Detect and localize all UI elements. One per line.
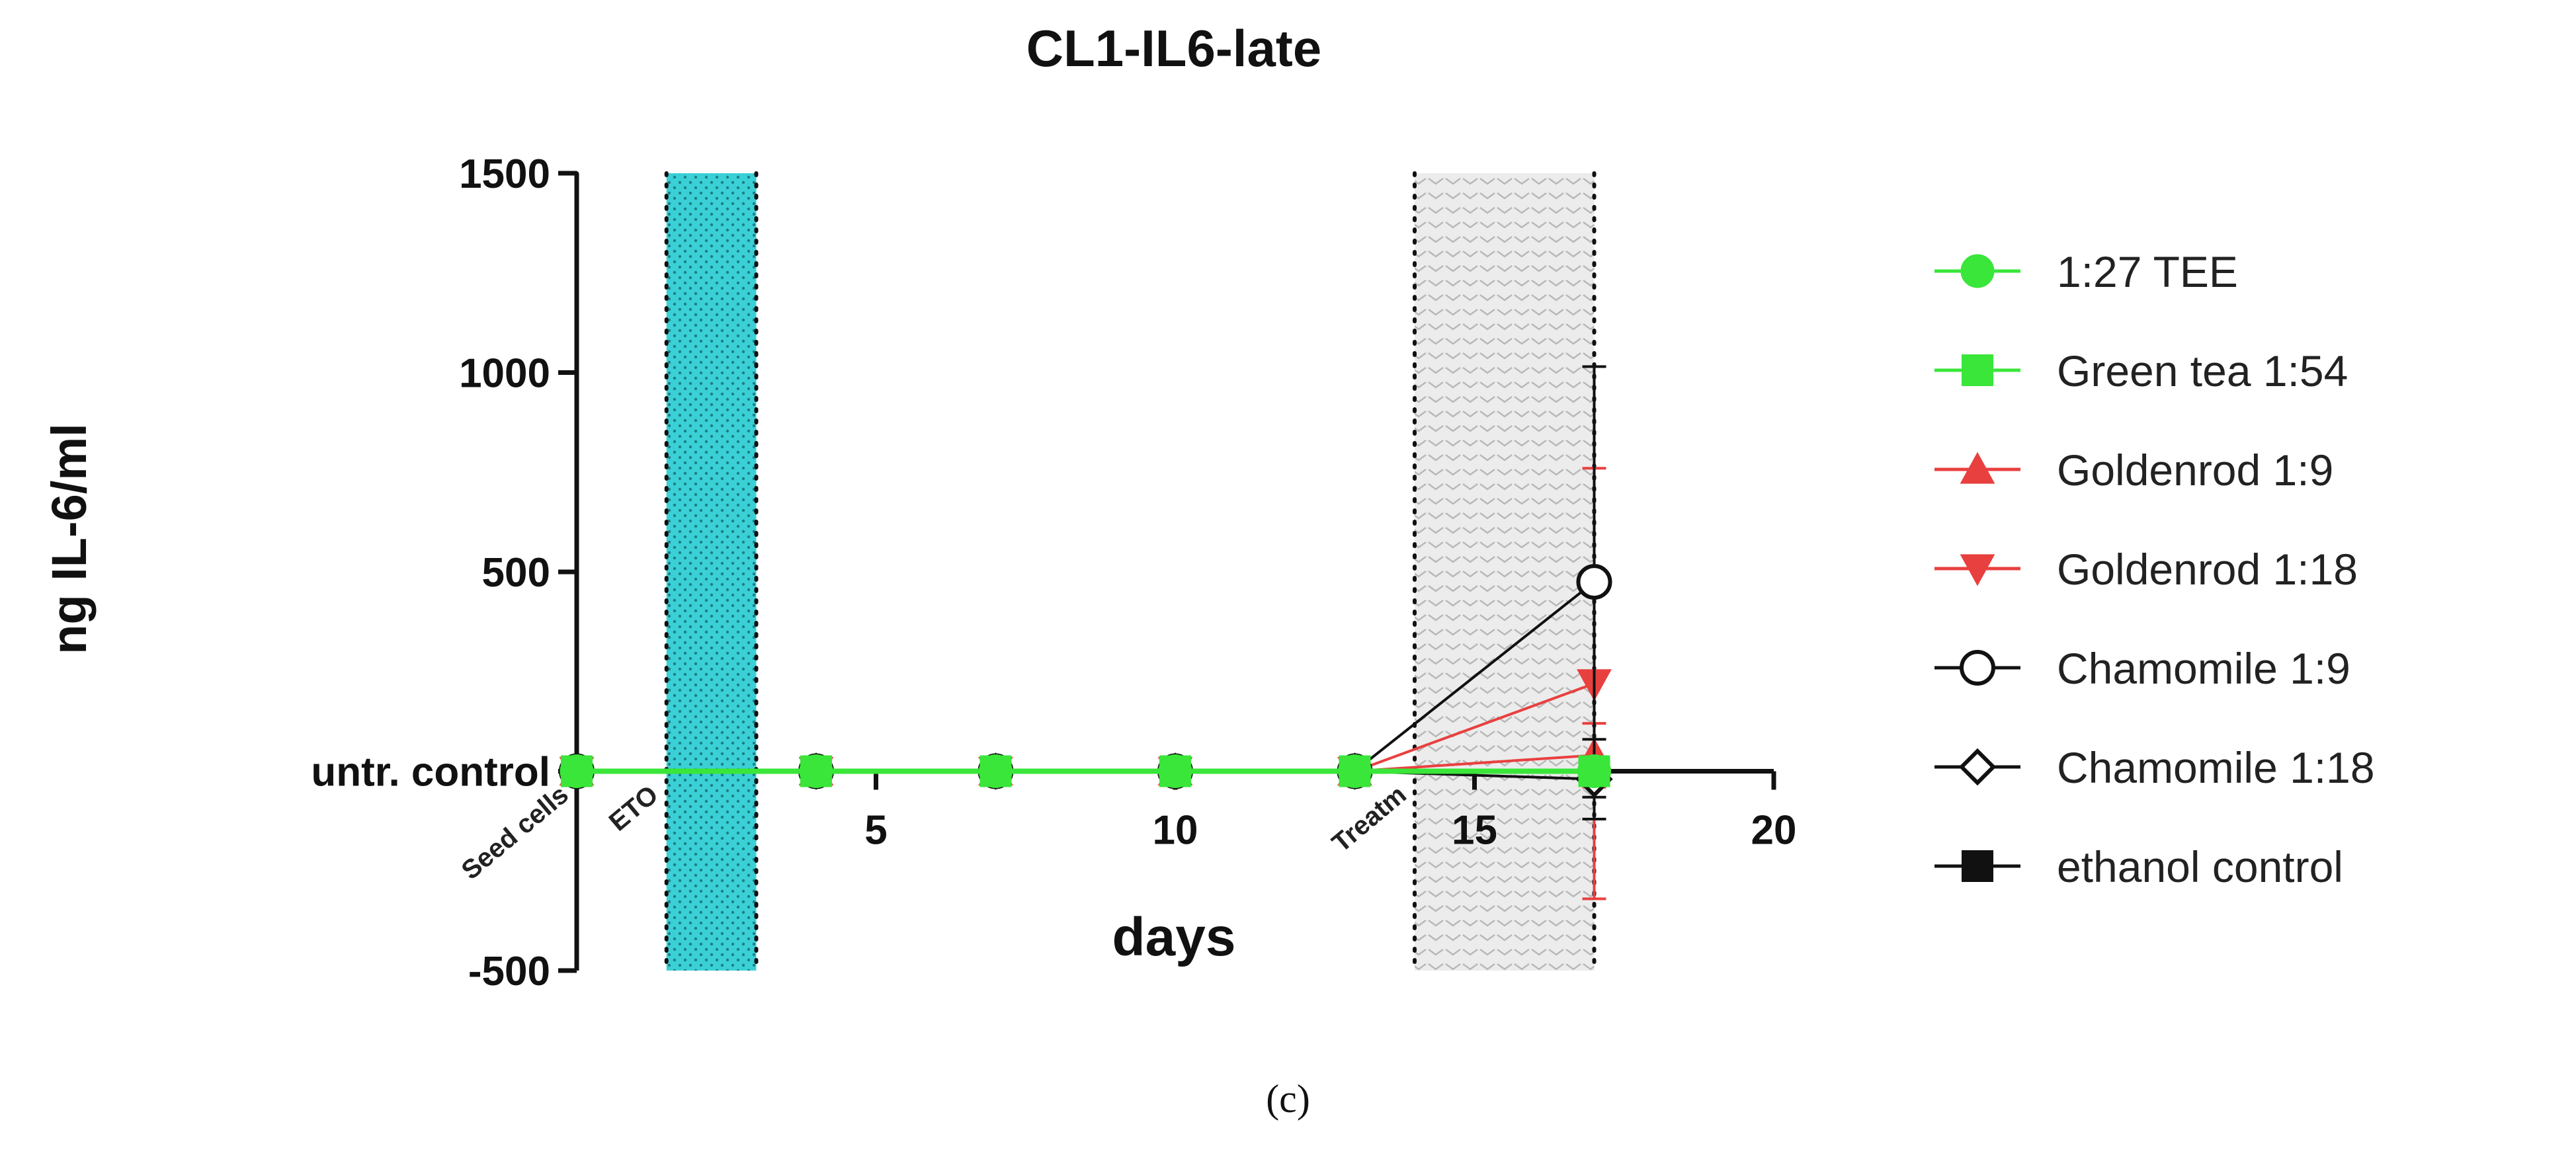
y-tick-label-1: 1500 [459, 151, 550, 197]
y-tick-label-3: 500 [482, 550, 550, 596]
legend-item-3: Goldenrod 1:9 [1934, 446, 2333, 495]
legend-item-7: ethanol control [1934, 842, 2343, 891]
legend-label-4: Goldenrod 1:18 [2057, 545, 2358, 594]
chart-svg: CL1-IL6-late 1500 1000 500 untr. control -50… [42, 19, 2375, 994]
legend-marker-6 [1958, 748, 1997, 786]
data-point-2-2 [800, 755, 832, 787]
y-tick-label-4: untr. control [311, 750, 550, 795]
legend-label-3: Goldenrod 1:9 [2057, 446, 2333, 495]
shaded-region-2 [1415, 173, 1595, 971]
data-point-2-3 [979, 755, 1012, 787]
legend-label-2: Green tea 1:54 [2057, 346, 2348, 395]
legend-item-2: Green tea 1:54 [1934, 346, 2348, 395]
y-tick-label-5: -500 [468, 949, 550, 994]
legend-label-6: Chamomile 1:18 [2057, 743, 2375, 792]
data-point-2-1 [561, 755, 593, 787]
series-2 [561, 755, 1610, 787]
x-tick-label-2: 10 [1153, 808, 1198, 854]
legend-item-5: Chamomile 1:9 [1934, 644, 2350, 693]
legend-item-4: Goldenrod 1:18 [1934, 545, 2358, 594]
legend-marker-7 [1962, 850, 1993, 882]
event-label-2: ETO [604, 780, 664, 837]
y-axis-label: ng IL-6/ml [42, 423, 97, 654]
legend-label-7: ethanol control [2057, 842, 2343, 891]
chart-title: CL1-IL6-late [1026, 19, 1321, 77]
data-point-5-6 [1576, 564, 1612, 600]
shaded-region-1 [666, 173, 757, 971]
legend-item-1: 1:27 TEE [1934, 247, 2238, 296]
x-tick-label-4: 20 [1751, 808, 1797, 854]
y-tick-label-2: 1000 [459, 351, 550, 397]
legend-marker-5 [1960, 650, 1995, 686]
data-point-2-4 [1159, 755, 1191, 787]
figure-caption: (c) [1266, 1077, 1310, 1121]
plot-area: 1500 1000 500 untr. control -500 5 10 15 20 Seed … [311, 151, 1796, 994]
legend-marker-1 [1960, 254, 1995, 288]
event-label-3: Treatm [1327, 780, 1412, 858]
data-point-2-6 [1578, 755, 1610, 787]
legend-label-1: 1:27 TEE [2057, 247, 2238, 296]
legend-marker-3 [1960, 452, 1995, 484]
data-point-2-5 [1339, 755, 1371, 787]
x-tick-label-1: 5 [864, 808, 887, 854]
legend: 1:27 TEE Green tea 1:54 Goldenrod 1:9 Golde… [1934, 247, 2375, 891]
x-tick-label-3: 15 [1452, 808, 1497, 854]
legend-item-6: Chamomile 1:18 [1934, 743, 2375, 792]
legend-label-5: Chamomile 1:9 [2057, 644, 2350, 693]
legend-marker-2 [1962, 354, 1993, 386]
event-label-1: Seed cells [456, 780, 574, 885]
x-axis-label: days [1112, 907, 1236, 967]
legend-marker-4 [1960, 554, 1995, 586]
